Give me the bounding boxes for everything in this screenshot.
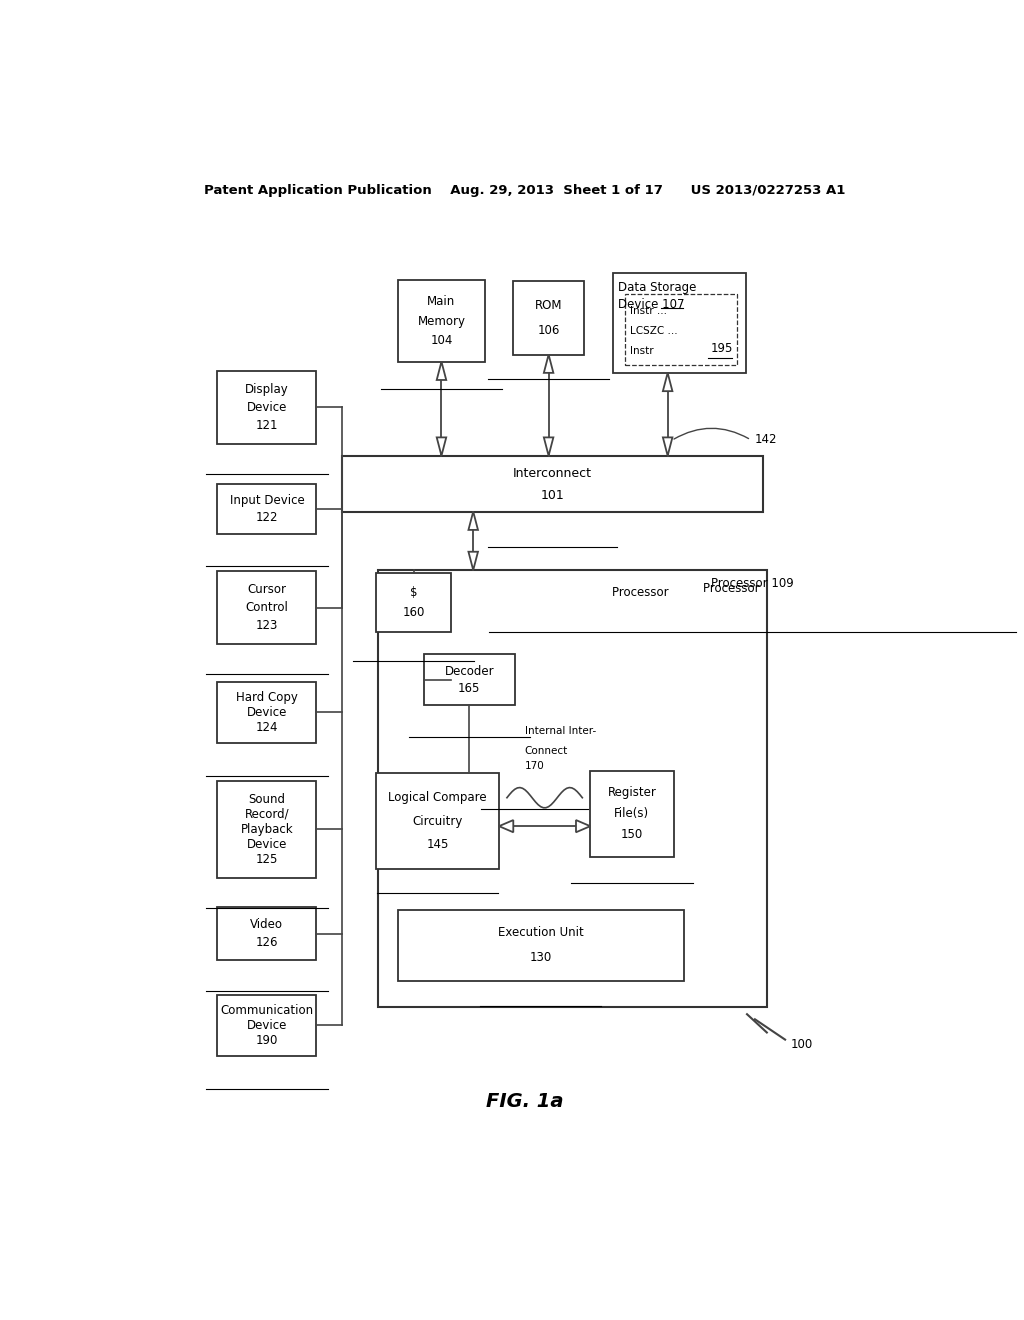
Text: Communication: Communication bbox=[220, 1005, 313, 1018]
Text: Sound: Sound bbox=[249, 793, 286, 807]
Polygon shape bbox=[499, 820, 513, 833]
FancyBboxPatch shape bbox=[376, 573, 452, 632]
Text: 195: 195 bbox=[711, 342, 733, 355]
Text: Device: Device bbox=[247, 706, 287, 719]
Text: 160: 160 bbox=[402, 606, 425, 619]
Polygon shape bbox=[468, 552, 478, 570]
Text: 121: 121 bbox=[256, 418, 279, 432]
Text: Execution Unit: Execution Unit bbox=[498, 927, 584, 940]
Text: Device 107: Device 107 bbox=[618, 297, 685, 310]
FancyBboxPatch shape bbox=[625, 293, 737, 364]
Text: Interconnect: Interconnect bbox=[513, 467, 592, 480]
FancyBboxPatch shape bbox=[342, 455, 763, 512]
Text: FIG. 1a: FIG. 1a bbox=[486, 1092, 563, 1111]
FancyBboxPatch shape bbox=[424, 655, 515, 705]
Polygon shape bbox=[544, 437, 553, 455]
Text: Control: Control bbox=[246, 601, 289, 614]
Text: 190: 190 bbox=[256, 1034, 279, 1047]
Text: Patent Application Publication    Aug. 29, 2013  Sheet 1 of 17      US 2013/0227: Patent Application Publication Aug. 29, … bbox=[204, 185, 846, 198]
FancyBboxPatch shape bbox=[217, 371, 316, 444]
FancyBboxPatch shape bbox=[217, 572, 316, 644]
Text: 100: 100 bbox=[791, 1039, 813, 1051]
Polygon shape bbox=[575, 820, 590, 833]
Polygon shape bbox=[663, 437, 673, 455]
FancyBboxPatch shape bbox=[513, 281, 585, 355]
Text: File(s): File(s) bbox=[614, 808, 649, 821]
FancyBboxPatch shape bbox=[217, 483, 316, 535]
FancyBboxPatch shape bbox=[217, 995, 316, 1056]
Text: Memory: Memory bbox=[418, 314, 466, 327]
Text: Decoder: Decoder bbox=[444, 665, 494, 677]
Text: ROM: ROM bbox=[535, 300, 562, 312]
Polygon shape bbox=[663, 372, 673, 391]
Text: Data Storage: Data Storage bbox=[618, 281, 696, 294]
FancyBboxPatch shape bbox=[378, 570, 767, 1007]
Text: Video: Video bbox=[251, 919, 284, 932]
Text: $: $ bbox=[410, 586, 418, 599]
Text: 165: 165 bbox=[458, 682, 480, 694]
Text: Instr: Instr bbox=[631, 346, 654, 356]
Text: Device: Device bbox=[247, 401, 287, 414]
FancyBboxPatch shape bbox=[217, 781, 316, 878]
Text: LCSZC ...: LCSZC ... bbox=[631, 326, 678, 337]
FancyBboxPatch shape bbox=[217, 907, 316, 961]
FancyBboxPatch shape bbox=[397, 909, 684, 981]
Polygon shape bbox=[468, 512, 478, 529]
Text: 126: 126 bbox=[256, 936, 279, 949]
Text: 101: 101 bbox=[541, 490, 564, 503]
Text: 106: 106 bbox=[538, 323, 560, 337]
Text: Main: Main bbox=[427, 294, 456, 308]
Text: 124: 124 bbox=[256, 721, 279, 734]
Text: Device: Device bbox=[247, 1019, 287, 1032]
Text: Register: Register bbox=[607, 787, 656, 800]
Text: Instr ...: Instr ... bbox=[631, 306, 668, 315]
Text: Playback: Playback bbox=[241, 822, 293, 836]
FancyBboxPatch shape bbox=[613, 273, 746, 372]
Polygon shape bbox=[544, 355, 553, 372]
Text: Internal Inter-: Internal Inter- bbox=[524, 726, 596, 735]
Text: 170: 170 bbox=[524, 762, 544, 771]
Text: Processor: Processor bbox=[612, 586, 673, 599]
Text: 145: 145 bbox=[426, 838, 449, 851]
Text: 123: 123 bbox=[256, 619, 279, 632]
Text: 150: 150 bbox=[621, 829, 643, 841]
Text: Input Device: Input Device bbox=[229, 494, 304, 507]
Text: Hard Copy: Hard Copy bbox=[236, 692, 298, 704]
FancyBboxPatch shape bbox=[590, 771, 674, 857]
Text: Circuitry: Circuitry bbox=[413, 814, 463, 828]
Polygon shape bbox=[436, 437, 446, 455]
Text: 104: 104 bbox=[430, 334, 453, 347]
FancyBboxPatch shape bbox=[376, 772, 499, 870]
FancyBboxPatch shape bbox=[217, 682, 316, 743]
Text: 122: 122 bbox=[256, 511, 279, 524]
Text: 125: 125 bbox=[256, 853, 279, 866]
Text: 142: 142 bbox=[755, 433, 777, 446]
Polygon shape bbox=[436, 362, 446, 380]
Text: Logical Compare: Logical Compare bbox=[388, 791, 486, 804]
Text: Device: Device bbox=[247, 838, 287, 850]
Text: Display: Display bbox=[245, 383, 289, 396]
Text: Connect: Connect bbox=[524, 746, 568, 756]
Text: Cursor: Cursor bbox=[248, 583, 287, 597]
Text: Record/: Record/ bbox=[245, 808, 289, 821]
Text: Processor 109: Processor 109 bbox=[712, 577, 794, 590]
Text: Processor: Processor bbox=[702, 582, 763, 595]
FancyBboxPatch shape bbox=[397, 280, 485, 362]
Text: 130: 130 bbox=[529, 950, 552, 964]
